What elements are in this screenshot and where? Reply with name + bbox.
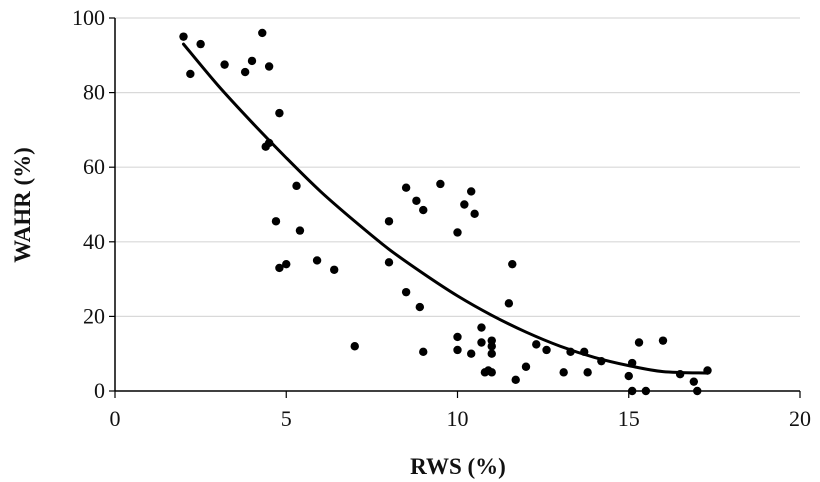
trendline bbox=[182, 42, 710, 375]
data-point bbox=[384, 217, 394, 226]
data-point bbox=[436, 179, 445, 189]
data-point bbox=[453, 228, 462, 237]
data-point bbox=[634, 338, 644, 347]
data-point bbox=[641, 386, 651, 396]
data-point bbox=[487, 342, 496, 351]
data-point bbox=[264, 62, 274, 71]
y-tick-label: 80 bbox=[83, 80, 105, 105]
data-point bbox=[580, 347, 589, 357]
data-point bbox=[419, 347, 428, 357]
data-point bbox=[597, 356, 606, 366]
x-tick-label: 5 bbox=[281, 406, 292, 431]
data-point bbox=[312, 256, 322, 265]
data-point bbox=[275, 108, 284, 118]
data-point bbox=[196, 39, 205, 49]
data-point bbox=[295, 226, 305, 235]
data-point bbox=[511, 375, 520, 385]
data-point bbox=[521, 362, 531, 371]
y-tick-label: 0 bbox=[94, 378, 105, 403]
data-point bbox=[186, 69, 195, 79]
x-tick-label: 10 bbox=[447, 406, 469, 431]
data-point bbox=[453, 345, 462, 355]
data-point bbox=[460, 200, 469, 209]
data-point bbox=[627, 386, 637, 396]
axes bbox=[109, 17, 801, 398]
data-point bbox=[583, 368, 592, 377]
data-point bbox=[330, 265, 339, 274]
data-point bbox=[566, 347, 575, 357]
data-point bbox=[675, 370, 685, 379]
data-point bbox=[658, 336, 668, 345]
data-point bbox=[467, 187, 476, 196]
data-point bbox=[412, 196, 421, 205]
data-point bbox=[477, 338, 486, 347]
data-point bbox=[350, 342, 359, 351]
data-point bbox=[627, 358, 637, 368]
gridlines bbox=[115, 17, 800, 317]
y-tick-label: 60 bbox=[83, 154, 105, 179]
y-tick-label: 20 bbox=[83, 303, 105, 328]
data-point bbox=[292, 181, 301, 191]
x-axis-title: RWS (%) bbox=[410, 454, 506, 479]
data-point bbox=[419, 205, 428, 215]
data-point bbox=[508, 259, 517, 269]
data-point bbox=[542, 345, 551, 355]
data-point bbox=[453, 332, 462, 342]
data-point bbox=[220, 60, 229, 69]
x-tick-label: 0 bbox=[110, 406, 121, 431]
data-point bbox=[624, 371, 633, 381]
data-point bbox=[258, 28, 267, 38]
data-point bbox=[487, 368, 496, 377]
data-point bbox=[532, 340, 541, 349]
data-point bbox=[467, 349, 476, 358]
data-point bbox=[693, 386, 702, 396]
data-point bbox=[247, 56, 257, 66]
data-point bbox=[415, 302, 425, 312]
data-point bbox=[282, 259, 291, 269]
data-point bbox=[271, 217, 281, 226]
y-tick-label: 100 bbox=[72, 5, 105, 30]
data-point bbox=[477, 323, 486, 332]
trendline-group bbox=[182, 42, 710, 375]
x-tick-label: 20 bbox=[789, 406, 811, 431]
data-point bbox=[689, 377, 699, 386]
data-point bbox=[703, 366, 712, 375]
data-point bbox=[264, 138, 274, 148]
y-tick-label: 40 bbox=[83, 229, 105, 254]
data-point bbox=[487, 349, 496, 358]
tick-labels: 0 20 40 60 80 100 0 5 10 15 20 bbox=[72, 5, 811, 431]
data-point bbox=[504, 299, 514, 308]
data-point bbox=[275, 263, 284, 273]
data-point bbox=[401, 183, 411, 192]
data-point bbox=[179, 32, 188, 41]
data-point bbox=[384, 258, 394, 267]
data-point bbox=[470, 209, 479, 219]
y-axis-title: WAHR (%) bbox=[10, 147, 35, 263]
data-point bbox=[240, 67, 250, 77]
data-point bbox=[559, 368, 568, 377]
data-points bbox=[179, 28, 712, 396]
x-tick-label: 15 bbox=[618, 406, 640, 431]
data-point bbox=[401, 287, 411, 297]
